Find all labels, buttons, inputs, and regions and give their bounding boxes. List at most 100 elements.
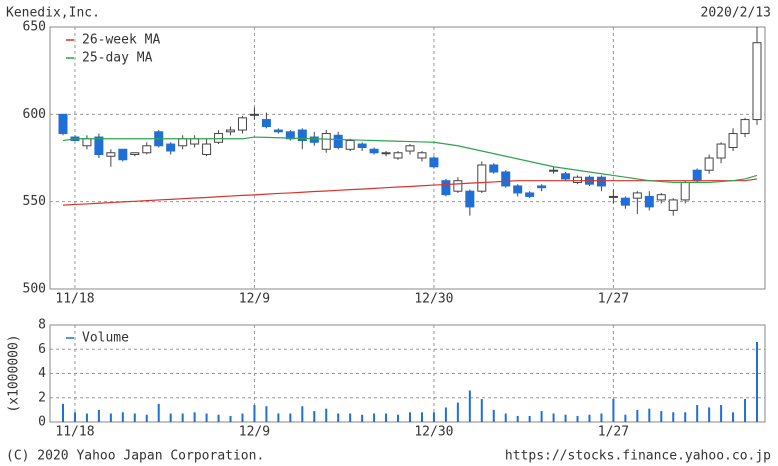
candle-body (94, 136, 104, 156)
y-tick-label: 550 (23, 194, 46, 209)
volume-bar (528, 415, 531, 422)
volume-bar (313, 411, 316, 422)
volume-bar (409, 412, 411, 422)
copyright: (C) 2020 Yahoo Japan Corporation. (6, 449, 264, 464)
candle-body (632, 192, 642, 199)
candle-body (369, 148, 379, 154)
candle-body (309, 136, 319, 143)
volume-bar (672, 412, 675, 422)
volume-bar (492, 409, 495, 422)
chart-title: Kenedix,Inc. (6, 6, 100, 21)
volume-bar (169, 413, 172, 422)
candle-body (249, 113, 259, 116)
volume-bar (612, 398, 615, 422)
candle-body (106, 152, 116, 157)
volume-bar (432, 412, 435, 422)
volume-bar (660, 411, 663, 422)
y-tick-label: 600 (23, 107, 46, 122)
candle-body (656, 194, 666, 201)
x-tick-label: 1/27 (598, 292, 629, 307)
y-tick-label: 4 (38, 366, 46, 381)
volume-bar (456, 402, 459, 422)
volume-bar (744, 398, 747, 422)
candle-body (417, 152, 427, 159)
y-tick-label: 8 (38, 318, 46, 333)
volume-bar (684, 412, 687, 422)
volume-bar (97, 409, 100, 422)
volume-bar (73, 412, 76, 422)
candle-body (393, 152, 403, 159)
volume-bar (540, 411, 543, 422)
volume-bar (480, 398, 483, 422)
candle-body (680, 181, 690, 201)
candle-body (285, 131, 295, 140)
y-tick-label: 650 (23, 20, 46, 35)
plot-border (49, 324, 766, 423)
candle-body (716, 143, 726, 159)
candle-body (441, 180, 451, 196)
candle-body (178, 138, 188, 147)
volume-bar (193, 412, 196, 422)
volume-bar (133, 413, 136, 422)
volume-bar (361, 414, 364, 422)
candle-body (537, 185, 547, 189)
candle-body (608, 195, 618, 198)
volume-bar (397, 414, 400, 422)
candle-body (333, 134, 343, 149)
candle-body (561, 173, 571, 180)
x-tick-label: 12/30 (414, 292, 453, 307)
candle-body (166, 143, 176, 152)
candle-body (573, 176, 583, 183)
candle-body (237, 117, 247, 131)
volume-bar (385, 413, 388, 422)
volume-bar (181, 413, 184, 422)
date: 2020/2/13 (701, 6, 771, 21)
candle-body (501, 171, 511, 187)
volume-bar (636, 409, 639, 422)
volume-bar (85, 413, 88, 422)
volume-bar (588, 414, 591, 422)
candle-body (345, 140, 355, 150)
volume-bar (696, 405, 699, 422)
moving-average-line (62, 178, 758, 206)
candle-body (381, 152, 391, 155)
candle-body (620, 197, 630, 206)
y-tick-label: 2 (38, 390, 46, 405)
x-tick-label: 11/18 (55, 425, 94, 440)
volume-bar (504, 413, 507, 422)
volume-bar (420, 412, 423, 422)
volume-bar (301, 406, 304, 422)
candle-body (214, 133, 224, 143)
y-tick-label: 0 (38, 415, 46, 430)
plot-border (49, 26, 766, 290)
volume-bar (241, 413, 244, 422)
y-tick-label: 500 (23, 282, 46, 297)
moving-average-line (62, 136, 758, 184)
candle-body (405, 145, 415, 152)
legend-label: 25-day MA (82, 51, 153, 66)
volume-bar (337, 413, 340, 422)
candle-body (58, 113, 68, 135)
legend-label: 26-week MA (82, 33, 160, 48)
candle-body (429, 157, 439, 168)
candle-body (704, 157, 714, 171)
candle-body (525, 192, 535, 197)
candle-body (465, 190, 475, 208)
source-url: https://stocks.finance.yahoo.co.jp (505, 449, 771, 464)
candle-body (130, 152, 140, 156)
candle-body (321, 133, 331, 150)
volume-bar (265, 406, 268, 422)
candle-body (549, 169, 559, 172)
volume-bar (732, 412, 735, 422)
volume-bar (157, 403, 160, 422)
volume-bar (325, 408, 328, 422)
candle-body (142, 145, 152, 154)
x-tick-label: 1/27 (598, 425, 629, 440)
candle-body (692, 169, 702, 182)
volume-bar (648, 408, 651, 422)
candle-body (261, 119, 271, 128)
x-tick-label: 12/30 (414, 425, 453, 440)
volume-bar (109, 413, 112, 422)
candle-body (477, 164, 487, 192)
candle-body (728, 133, 738, 149)
